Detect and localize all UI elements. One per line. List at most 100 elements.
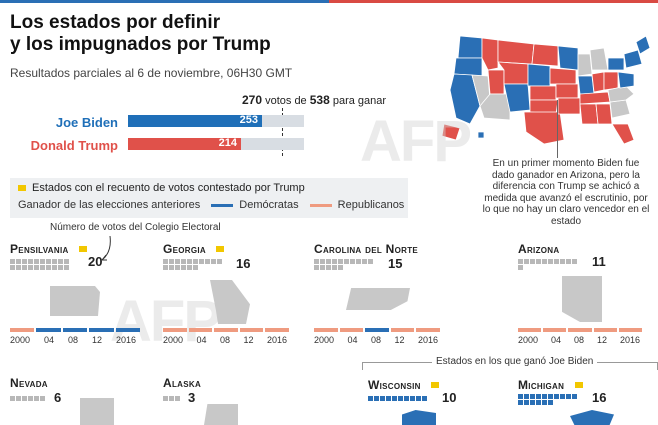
- ev-square: [326, 265, 331, 270]
- year-label: 12: [394, 335, 405, 345]
- contested-square-icon: [79, 245, 88, 252]
- ev-square: [175, 259, 180, 264]
- watermark: AFP: [360, 109, 472, 174]
- legend-previous-winner-label: Ganador de las elecciones anteriores: [18, 199, 201, 211]
- history-2012: [390, 328, 415, 332]
- ev-square: [169, 396, 174, 401]
- watermark: AFP: [110, 289, 222, 354]
- ev-square: [205, 259, 210, 264]
- year-label: 12: [91, 335, 102, 345]
- year-labels: 2000 04 08 12 2016: [518, 335, 640, 345]
- democrat-dash-icon: [211, 203, 234, 207]
- state-georgia: Georgia: [163, 240, 230, 258]
- legend: Estados con el recuento de votos contest…: [10, 178, 408, 218]
- state-name: Wisconsin: [368, 378, 421, 392]
- ev-square: [518, 259, 523, 264]
- year-label: 2000: [314, 335, 335, 345]
- ev-square: [356, 259, 361, 264]
- trump-votes: 214: [218, 137, 237, 149]
- ev-square: [326, 259, 331, 264]
- ev-square: [193, 265, 198, 270]
- top-accent-blue: [0, 0, 329, 3]
- year-label: 2016: [115, 335, 136, 345]
- threshold-270-line: [282, 108, 283, 156]
- ev-square: [344, 259, 349, 264]
- ev-square: [34, 259, 39, 264]
- biden-name: Joe Biden: [55, 115, 118, 130]
- ev-square: [22, 265, 27, 270]
- state-name: Nevada: [10, 376, 48, 390]
- ev-square: [187, 259, 192, 264]
- ev-square: [34, 396, 39, 401]
- top-accent-red: [329, 0, 658, 3]
- ev-square: [52, 265, 57, 270]
- history-2008: [365, 328, 389, 332]
- biden-bar-fill: 253: [128, 114, 262, 127]
- arizona-shape: [562, 276, 602, 322]
- ev-square: [28, 259, 33, 264]
- republican-dash-icon: [309, 203, 332, 207]
- votes-to-win-text2: para ganar: [332, 95, 387, 107]
- year-label: 04: [551, 335, 562, 345]
- ev-square: [163, 396, 168, 401]
- ev-square: [536, 259, 541, 264]
- ev-square: [524, 394, 529, 399]
- ev-square: [320, 259, 325, 264]
- ev-square: [40, 396, 45, 401]
- ev-square: [572, 394, 577, 399]
- ev-square: [187, 265, 192, 270]
- ev-squares: [163, 396, 238, 402]
- ev-square: [40, 265, 45, 270]
- ev-square: [392, 396, 397, 401]
- ev-square: [169, 259, 174, 264]
- ev-squares: [10, 396, 85, 402]
- ev-squares: [368, 396, 443, 402]
- state-ev: 20: [88, 254, 103, 269]
- ev-square: [380, 396, 385, 401]
- history-2008: [568, 328, 592, 332]
- note-arrow-icon: [101, 235, 111, 261]
- contested-square-icon: [431, 381, 440, 388]
- ev-square: [58, 265, 63, 270]
- state-name: Alaska: [163, 376, 202, 390]
- title-line-2: y los impugnados por Trump: [10, 34, 271, 55]
- alaska-shape: [204, 404, 238, 425]
- ev-square: [338, 265, 343, 270]
- year-label: 2016: [417, 335, 438, 345]
- history-2008: [214, 328, 238, 332]
- ev-square: [350, 259, 355, 264]
- legend-contested: Estados con el recuento de votos contest…: [18, 182, 305, 194]
- ev-square: [542, 400, 547, 405]
- ev-square: [542, 259, 547, 264]
- history-2008: [62, 328, 88, 332]
- ev-square: [374, 396, 379, 401]
- ev-square: [338, 259, 343, 264]
- electoral-votes-note: Número de votos del Colegio Electoral: [50, 222, 221, 233]
- legend-contested-label: Estados con el recuento de votos contest…: [32, 182, 305, 194]
- year-label: 2000: [163, 335, 184, 345]
- ev-square: [518, 265, 523, 270]
- history-2000: [314, 328, 338, 332]
- ev-square: [404, 396, 409, 401]
- history-2012: [593, 328, 617, 332]
- ev-squares: [10, 259, 85, 271]
- ev-square: [181, 259, 186, 264]
- votes-to-win-text1: votos de: [265, 95, 307, 107]
- ev-square: [410, 396, 415, 401]
- ev-square: [422, 396, 427, 401]
- ev-square: [64, 259, 69, 264]
- history-bar: [163, 328, 291, 332]
- ev-square: [332, 265, 337, 270]
- year-label: 12: [596, 335, 607, 345]
- page-title: Los estados por definir y los impugnados…: [10, 12, 310, 56]
- ev-square: [163, 265, 168, 270]
- ev-square: [181, 265, 186, 270]
- ev-square: [530, 394, 535, 399]
- state-ev: 16: [592, 390, 607, 405]
- ev-square: [211, 259, 216, 264]
- ev-square: [554, 259, 559, 264]
- ev-square: [22, 396, 27, 401]
- history-2016: [115, 328, 141, 332]
- ev-square: [175, 396, 180, 401]
- ev-square: [10, 265, 15, 270]
